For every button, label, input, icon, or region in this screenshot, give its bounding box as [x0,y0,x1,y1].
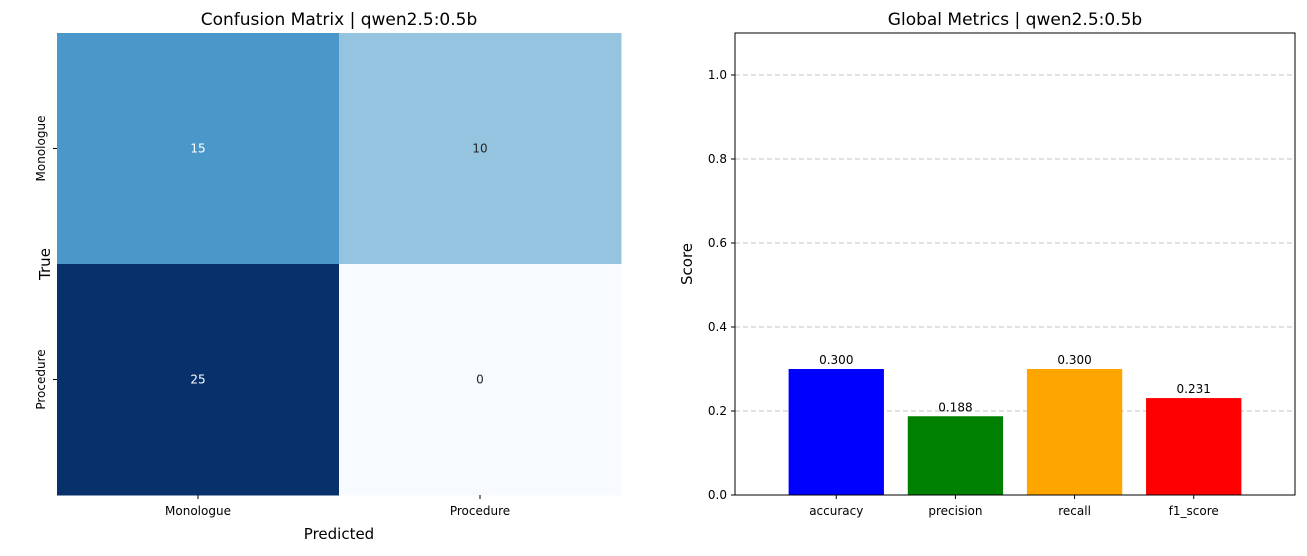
bar-value-label: 0.231 [1177,382,1211,396]
y-tick-label: 0.6 [708,236,727,250]
y-tick-label: Procedure [34,349,48,409]
heatmap-cell [339,33,622,265]
bars: 0.300 0.188 0.300 0.231 [788,353,1242,495]
bar-value-label: 0.300 [819,353,853,367]
y-axis-label: Score [678,243,696,285]
bar [788,369,884,495]
y-tick-label: 0.2 [708,404,727,418]
bar-value-label: 0.300 [1057,353,1091,367]
bar [907,416,1004,495]
heatmap-cell [339,264,622,496]
x-tick-label: Procedure [450,504,510,518]
confusion-matrix-title: Confusion Matrix | qwen2.5:0.5b [201,10,478,30]
x-tick-label: precision [928,504,982,518]
y-tick-label: Monologue [34,116,48,182]
x-tick-label: accuracy [809,504,863,518]
bar-ticks: 0.0 0.2 0.4 0.6 0.8 1.0 accuracy precision recal… [708,68,1219,518]
bar [1026,369,1123,495]
x-tick-label: Monologue [165,504,231,518]
heatmap-cell-value: 0 [476,373,484,387]
x-tick-label: f1_score [1169,504,1219,518]
global-metrics-panel: Global Metrics | qwen2.5:0.5b 0.300 0.188… [678,10,1296,518]
y-tick-label: 0.0 [708,488,727,502]
bar-value-label: 0.188 [938,400,972,414]
heatmap-cell-value: 15 [190,142,205,156]
x-tick-label: recall [1058,504,1091,518]
heatmap-cell-value: 10 [472,142,487,156]
heatmap-cells: 15 10 25 0 [57,33,622,496]
global-metrics-title: Global Metrics | qwen2.5:0.5b [888,10,1142,30]
heatmap-cell [57,264,340,496]
y-tick-label: 0.4 [708,320,727,334]
heatmap-cell-value: 25 [190,373,205,387]
heatmap-cell [57,33,340,265]
axes-frame [734,32,1296,496]
y-axis-label: True [36,248,54,281]
heatmap-ticks: Monologue Procedure Monologue Procedure [34,116,510,518]
y-tick-label: 1.0 [708,68,727,82]
x-axis-label: Predicted [304,525,374,543]
axes-border [734,32,1296,496]
y-tick-label: 0.8 [708,152,727,166]
bar [1146,398,1242,495]
